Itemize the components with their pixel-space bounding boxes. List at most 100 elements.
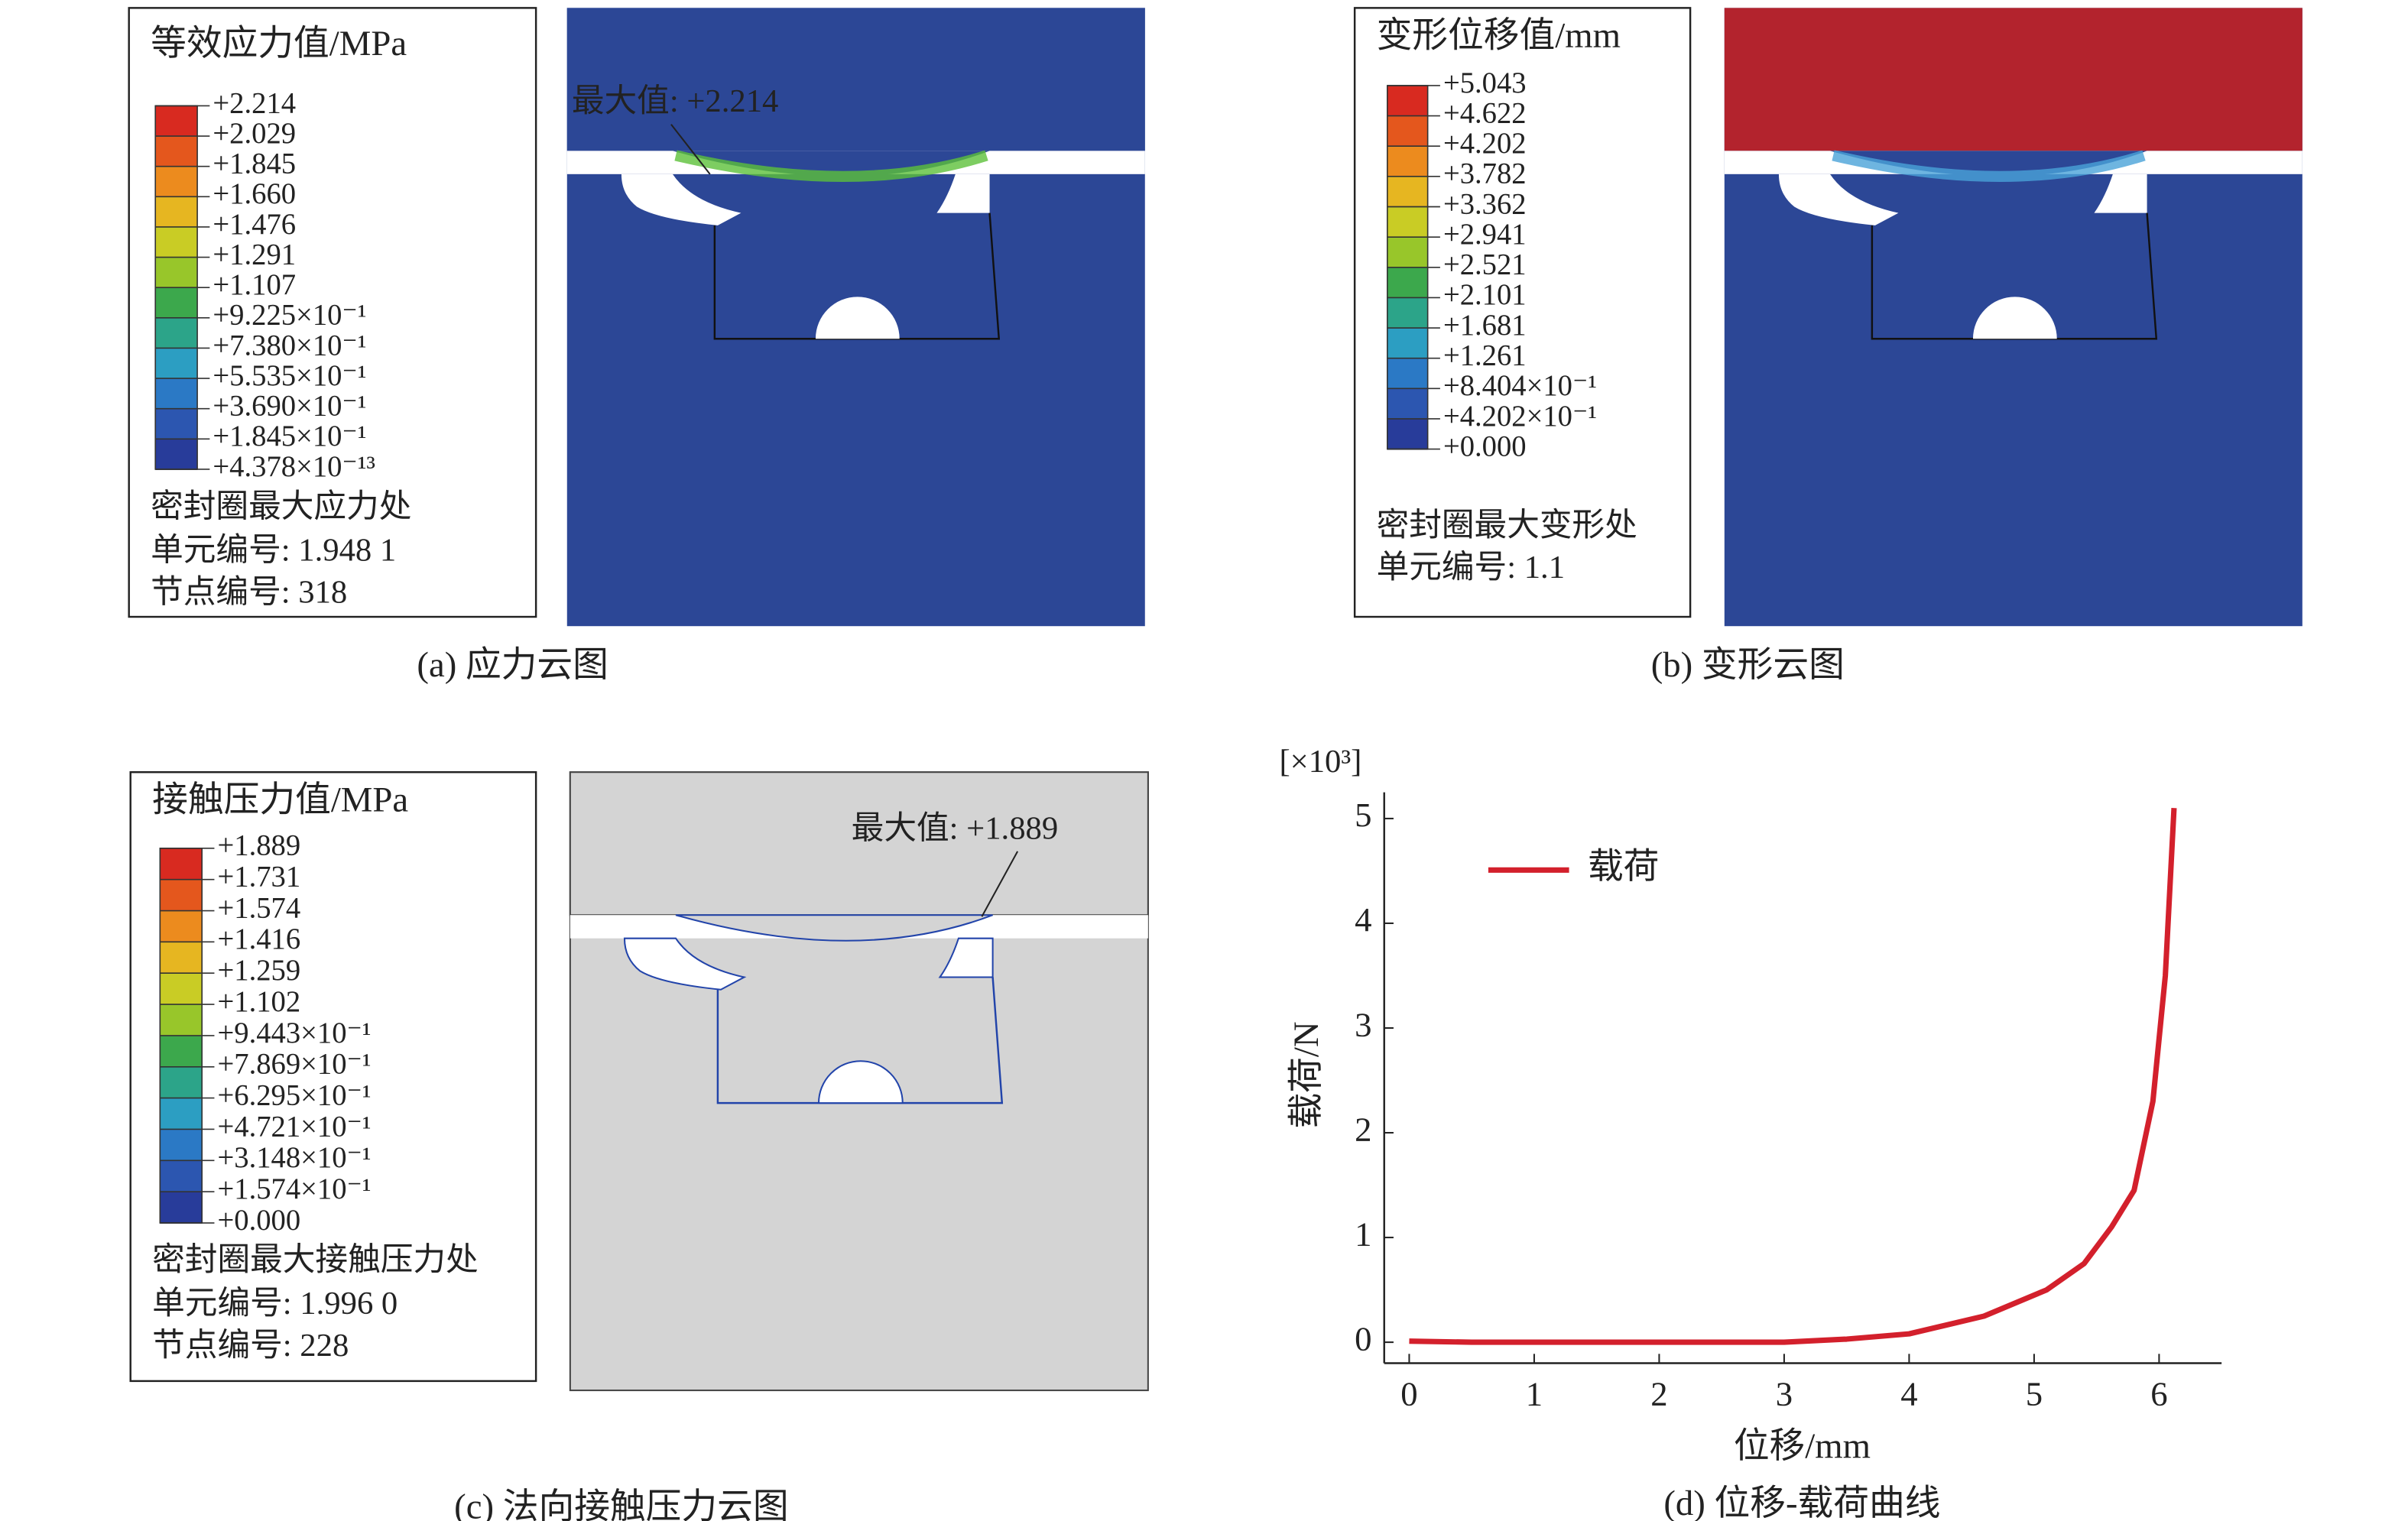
legend-title: 等效应力值/MPa — [151, 24, 407, 63]
color-band — [160, 1035, 203, 1068]
legend-label: +6.295×10⁻¹ — [218, 1079, 372, 1111]
color-band — [160, 848, 203, 880]
legend-note: 密封圈最大变形处 — [1377, 507, 1637, 543]
legend-label: +0.000 — [1443, 430, 1527, 462]
legend-label: +3.782 — [1443, 158, 1527, 190]
y-tick-label: 2 — [1355, 1110, 1371, 1148]
legend-note: 节点编号: 228 — [152, 1328, 349, 1364]
legend-label: +2.101 — [1443, 279, 1527, 311]
legend-label: +1.291 — [213, 238, 296, 271]
legend-label: +0.000 — [218, 1205, 301, 1237]
color-band — [155, 408, 198, 440]
color-band — [1387, 206, 1428, 238]
caption: (d) 位移-载荷曲线 — [1663, 1484, 1940, 1521]
legend-label: +4.378×10⁻¹³ — [213, 451, 375, 483]
contour-image — [569, 771, 1149, 1392]
legend-label: +1.259 — [218, 955, 301, 987]
color-band — [155, 136, 198, 167]
legend-label: +1.845 — [213, 148, 296, 180]
legend-note: 单元编号: 1.948 1 — [151, 532, 396, 568]
legend-label: +1.681 — [1443, 310, 1527, 342]
color-band — [1387, 388, 1428, 420]
legend-label: +2.029 — [213, 118, 296, 150]
legend-label: +4.721×10⁻¹ — [218, 1111, 372, 1143]
legend-label: +1.107 — [213, 269, 296, 301]
legend-note: 单元编号: 1.1 — [1377, 550, 1565, 585]
color-band — [160, 1066, 203, 1099]
color-band — [1387, 115, 1428, 148]
legend-label: +1.574×10⁻¹ — [218, 1173, 372, 1205]
color-band — [1387, 85, 1428, 117]
contact-zone — [674, 150, 988, 182]
annotation: 最大值: +2.214 — [572, 83, 779, 119]
void-left — [1778, 174, 1899, 225]
color-band — [1387, 418, 1428, 450]
color-band — [1387, 176, 1428, 208]
legend-label: +9.443×10⁻¹ — [218, 1017, 372, 1049]
y-tick-label: 0 — [1355, 1319, 1371, 1357]
color-band — [1387, 237, 1428, 268]
color-band — [160, 1098, 203, 1130]
color-band — [160, 879, 203, 912]
y-unit: [×10³] — [1279, 744, 1361, 780]
x-tick-label: 4 — [1900, 1374, 1917, 1412]
color-band — [160, 1160, 203, 1193]
color-band — [1387, 146, 1428, 177]
legend-note: 节点编号: 318 — [151, 574, 347, 610]
color-band — [155, 287, 198, 319]
legend-label: +4.202×10⁻¹ — [1443, 401, 1597, 433]
color-band — [160, 1129, 203, 1162]
void-left — [621, 174, 742, 225]
legend-label: +1.476 — [213, 209, 296, 241]
color-band — [155, 378, 198, 410]
seal-top — [675, 914, 993, 942]
color-band — [160, 1004, 203, 1036]
color-band — [160, 973, 203, 1006]
color-band — [160, 942, 203, 975]
annotation-leader — [670, 124, 711, 175]
semicircle-void — [815, 297, 900, 339]
legend-label: +3.690×10⁻¹ — [213, 391, 366, 423]
legend-label: +2.941 — [1443, 219, 1527, 251]
legend-label: +1.731 — [218, 861, 301, 893]
caption: (b) 变形云图 — [1651, 645, 1845, 685]
x-axis-title: 位移/mm — [1734, 1426, 1871, 1466]
y-axis-title: 载荷/N — [1287, 1021, 1326, 1128]
color-band — [155, 196, 198, 228]
x-tick-label: 5 — [2026, 1374, 2043, 1412]
legend-label: +4.202 — [1443, 128, 1527, 160]
caption: (c) 法向接触压力云图 — [454, 1487, 788, 1521]
void-right — [936, 174, 990, 213]
color-band — [155, 439, 198, 470]
color-band — [155, 166, 198, 198]
y-tick-label: 4 — [1355, 900, 1371, 939]
legend-note: 密封圈最大应力处 — [151, 488, 411, 525]
annotation-leader — [981, 851, 1019, 917]
legend-label: +1.845×10⁻¹ — [213, 420, 366, 452]
legend-title: 变形位移值/mm — [1377, 16, 1621, 56]
legend-label: +8.404×10⁻¹ — [1443, 370, 1597, 402]
annotation: 最大值: +1.889 — [852, 810, 1059, 846]
color-band — [160, 1192, 203, 1224]
legend-label: +7.869×10⁻¹ — [218, 1049, 372, 1081]
legend-label: +3.148×10⁻¹ — [218, 1142, 372, 1174]
legend-label: +1.261 — [1443, 340, 1527, 372]
legend-label: +5.535×10⁻¹ — [213, 360, 366, 392]
semicircle-void — [1972, 297, 2057, 339]
color-band — [160, 910, 203, 943]
color-band — [155, 317, 198, 349]
x-tick-label: 1 — [1526, 1374, 1543, 1412]
legend-label: +3.362 — [1443, 188, 1527, 220]
legend-label: +2.521 — [1443, 249, 1527, 281]
x-tick-label: 0 — [1400, 1374, 1417, 1412]
y-tick-label: 1 — [1355, 1215, 1371, 1253]
top-plate — [569, 771, 1149, 916]
y-tick-label: 5 — [1355, 796, 1371, 834]
contour-image — [566, 8, 1145, 627]
legend-note: 密封圈最大接触压力处 — [152, 1241, 479, 1278]
legend-note: 单元编号: 1.996 0 — [152, 1286, 398, 1322]
legend-label: +9.225×10⁻¹ — [213, 300, 366, 332]
legend-label: +1.574 — [218, 892, 301, 924]
top-plate — [1724, 8, 2303, 151]
